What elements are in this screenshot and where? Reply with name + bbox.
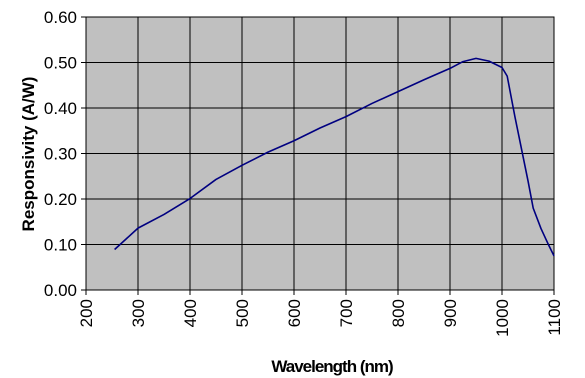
responsivity-line <box>114 57 555 257</box>
x-tick-label: 800 <box>389 299 408 327</box>
y-tick-label: 0.60 <box>44 8 77 27</box>
x-tick-label: 1000 <box>493 299 512 337</box>
y-tick-label: 0.20 <box>44 190 77 209</box>
x-tick-label: 600 <box>285 299 304 327</box>
y-tick-label: 0.30 <box>44 145 77 164</box>
x-tick-label: 500 <box>233 299 252 327</box>
x-tick-label: 400 <box>181 299 200 327</box>
x-axis-title: Wavelength (nm) <box>271 357 393 376</box>
x-tick-label: 700 <box>337 299 356 327</box>
y-axis-title: Responsivity (A/W) <box>19 77 38 232</box>
y-tick-label: 0.10 <box>44 236 77 255</box>
y-tick-label: 0.50 <box>44 54 77 73</box>
y-tick-label: 0.00 <box>44 281 77 300</box>
y-tick-label: 0.40 <box>44 99 77 118</box>
x-tick-label: 1100 <box>545 299 564 336</box>
x-tick-label: 300 <box>129 299 148 327</box>
y-axis-ticks: 0.00 0.10 0.20 0.30 0.40 0.50 0.60 <box>44 8 86 300</box>
x-tick-label: 900 <box>441 299 460 327</box>
x-axis-ticks: 200 300 400 500 600 700 800 900 1000 1100 <box>77 290 564 337</box>
x-tick-label: 200 <box>77 299 96 327</box>
gridlines <box>86 17 554 290</box>
